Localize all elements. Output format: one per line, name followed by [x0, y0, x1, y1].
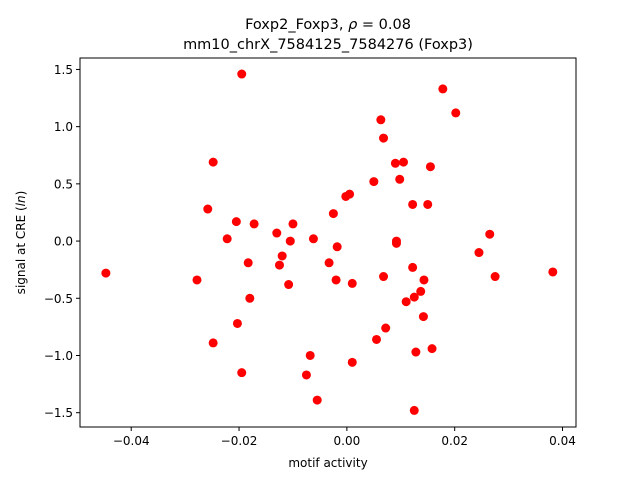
data-point-55 [451, 108, 461, 118]
x-tick-label-1: −0.02 [221, 434, 258, 448]
data-point-9 [237, 368, 247, 378]
data-point-25 [331, 275, 341, 285]
data-point-31 [369, 177, 379, 187]
y-axis-label: signal at CRE (ln) [14, 191, 28, 295]
data-point-37 [390, 158, 400, 168]
data-point-16 [284, 280, 294, 290]
data-point-58 [490, 272, 500, 282]
data-point-0 [101, 268, 111, 278]
x-tick-label-3: 0.02 [441, 434, 468, 448]
y-tick-label-5: 1.0 [54, 120, 73, 134]
data-point-34 [379, 133, 389, 143]
data-point-59 [548, 267, 558, 277]
data-point-30 [347, 278, 357, 288]
data-point-32 [372, 334, 382, 344]
data-point-49 [418, 312, 428, 322]
data-point-44 [408, 262, 418, 272]
data-point-8 [237, 69, 247, 79]
data-point-12 [249, 219, 259, 229]
data-point-56 [474, 248, 484, 258]
x-tick-label-4: 0.04 [549, 434, 576, 448]
data-point-5 [222, 234, 232, 244]
data-point-19 [301, 370, 311, 380]
data-point-1 [192, 275, 202, 285]
data-point-6 [231, 217, 241, 227]
data-point-39 [391, 238, 401, 248]
data-point-52 [425, 162, 435, 172]
y-tick-label-2: −0.5 [44, 292, 73, 306]
data-point-20 [305, 350, 315, 360]
data-point-24 [328, 209, 338, 219]
data-point-29 [347, 357, 357, 367]
data-point-48 [416, 286, 426, 296]
data-point-50 [419, 275, 429, 285]
chart-title-line2: mm10_chrX_7584125_7584276 (Foxp3) [183, 37, 473, 53]
data-point-10 [243, 258, 253, 268]
x-axis-label: motif activity [288, 456, 367, 470]
data-point-7 [232, 318, 242, 328]
data-point-4 [208, 338, 218, 348]
data-point-45 [409, 292, 419, 302]
x-tick-label-2: 0.00 [334, 434, 361, 448]
data-point-13 [272, 228, 282, 238]
y-tick-label-6: 1.5 [54, 63, 73, 77]
data-point-43 [408, 199, 418, 209]
data-point-35 [379, 272, 389, 282]
data-point-41 [398, 157, 408, 167]
chart-title-line1: Foxp2_Foxp3, ρ = 0.08 [245, 17, 411, 33]
data-point-11 [245, 293, 255, 303]
data-point-47 [411, 347, 421, 357]
y-tick-label-0: −1.5 [44, 406, 73, 420]
data-point-21 [308, 234, 318, 244]
y-tick-label-1: −1.0 [44, 349, 73, 363]
data-point-53 [427, 344, 437, 354]
data-point-40 [395, 174, 405, 184]
data-point-57 [485, 229, 495, 239]
data-point-26 [332, 242, 342, 252]
x-axis-ticks: −0.04 −0.02 0.00 0.02 0.04 [113, 427, 576, 448]
data-point-42 [401, 297, 411, 307]
data-point-54 [438, 84, 448, 94]
x-tick-label-0: −0.04 [113, 434, 150, 448]
data-point-51 [423, 199, 433, 209]
data-point-36 [381, 323, 391, 333]
points-layer [101, 69, 558, 415]
data-point-33 [376, 115, 386, 125]
y-tick-label-4: 0.5 [54, 177, 73, 191]
data-point-17 [285, 236, 295, 246]
data-point-15 [277, 251, 287, 261]
plot-frame [79, 57, 577, 428]
data-point-28 [345, 189, 355, 199]
y-axis-ticks: −1.5 −1.0 −0.5 0.0 0.5 1.0 1.5 [44, 63, 80, 420]
data-point-14 [274, 260, 284, 270]
data-point-3 [208, 157, 218, 167]
y-tick-label-3: 0.0 [54, 235, 73, 249]
data-point-46 [409, 405, 419, 415]
data-point-22 [312, 395, 322, 405]
data-point-23 [324, 258, 334, 268]
data-point-2 [203, 204, 213, 214]
data-point-18 [288, 219, 298, 229]
